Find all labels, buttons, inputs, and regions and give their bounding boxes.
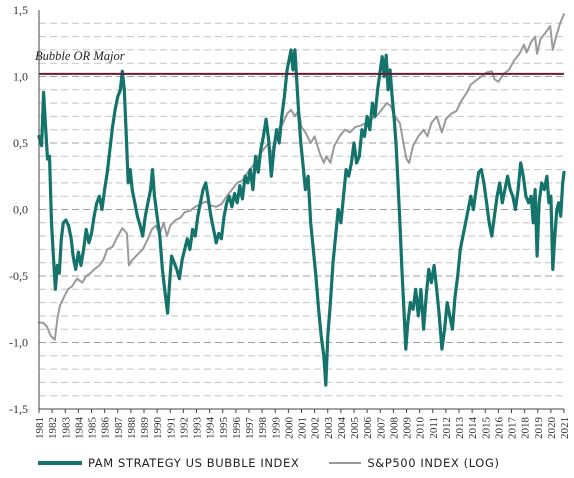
x-tick-label: 2010 <box>415 417 427 440</box>
annotation-layer: Bubble OR Major <box>35 49 564 75</box>
legend-swatch-sp500 <box>329 462 362 464</box>
y-tick-label: 0,0 <box>13 203 28 217</box>
x-tick-label: 1982 <box>47 417 59 439</box>
x-tick-label: 2016 <box>493 417 505 440</box>
x-tick-label: 2017 <box>507 417 519 440</box>
x-tick-label: 2013 <box>454 417 466 440</box>
x-tick-label: 2009 <box>402 417 414 440</box>
x-tick-label: 1995 <box>218 417 230 440</box>
x-tick-label: 2008 <box>388 417 400 440</box>
x-tick-label: 1988 <box>126 417 138 440</box>
x-tick-label: 1991 <box>165 417 177 439</box>
y-tick-label: -1,0 <box>9 336 28 350</box>
x-axis-tick-labels: 1981 1982 1983 1984 1985 1986 1987 1988 1989 1990… <box>34 409 571 439</box>
x-tick-label: 2005 <box>349 417 361 440</box>
x-tick-label: 2003 <box>323 417 335 440</box>
x-tick-label: 1981 <box>34 417 46 439</box>
x-tick-label: 1996 <box>231 417 243 440</box>
legend-swatch-bubble-index <box>38 461 82 465</box>
x-tick-label: 1997 <box>244 417 256 440</box>
series-lines <box>37 13 566 387</box>
x-tick-label: 2006 <box>362 417 374 440</box>
x-tick-label: 1990 <box>152 417 164 440</box>
legend-item-bubble-index: PAM STRATEGY US BUBBLE INDEX <box>38 456 299 470</box>
x-tick-label: 2000 <box>283 417 295 440</box>
x-tick-label: 2019 <box>533 417 545 440</box>
x-tick-label: 2011 <box>428 417 440 439</box>
y-axis-tick-labels: -1,5 -1,0 -0,5 0,0 0,5 1,0 1,5 <box>9 3 28 416</box>
x-tick-label: 2020 <box>546 417 558 440</box>
legend: PAM STRATEGY US BUBBLE INDEX S&P500 INDE… <box>38 456 530 470</box>
x-tick-label: 1994 <box>205 417 217 440</box>
legend-label-sp500: S&P500 INDEX (LOG) <box>367 456 500 470</box>
legend-label-bubble-index: PAM STRATEGY US BUBBLE INDEX <box>88 456 300 470</box>
x-tick-label: 1983 <box>60 417 72 440</box>
x-tick-label: 2012 <box>441 417 453 439</box>
x-tick-label: 1998 <box>257 417 269 440</box>
x-tick-label: 1987 <box>113 417 125 440</box>
y-tick-label: 1,5 <box>13 3 28 17</box>
annotation-label: Bubble OR Major <box>35 49 125 63</box>
x-tick-label: 1999 <box>270 417 282 440</box>
x-tick-label: 1985 <box>87 417 99 440</box>
x-tick-label: 1989 <box>139 417 151 440</box>
x-tick-label: 2015 <box>480 417 492 440</box>
x-tick-label: 1986 <box>100 417 112 440</box>
x-tick-label: 2001 <box>297 417 309 439</box>
y-tick-label: -0,5 <box>9 269 28 283</box>
y-tick-label: 1,0 <box>13 70 28 84</box>
legend-item-sp500: S&P500 INDEX (LOG) <box>329 456 499 470</box>
series-line-bubble-index <box>37 48 566 387</box>
gridlines <box>39 22 564 397</box>
y-tick-label: -1,5 <box>9 402 28 416</box>
y-tick-label: 0,5 <box>13 136 28 150</box>
x-tick-label: 2002 <box>310 417 322 439</box>
x-tick-label: 2014 <box>467 417 479 440</box>
x-tick-label: 2007 <box>375 417 387 440</box>
x-tick-label: 2021 <box>559 417 571 439</box>
x-tick-label: 2004 <box>336 417 348 440</box>
x-tick-label: 1993 <box>192 417 204 440</box>
x-tick-label: 1992 <box>178 417 190 439</box>
x-tick-label: 2018 <box>520 417 532 440</box>
x-tick-label: 1984 <box>73 417 85 440</box>
